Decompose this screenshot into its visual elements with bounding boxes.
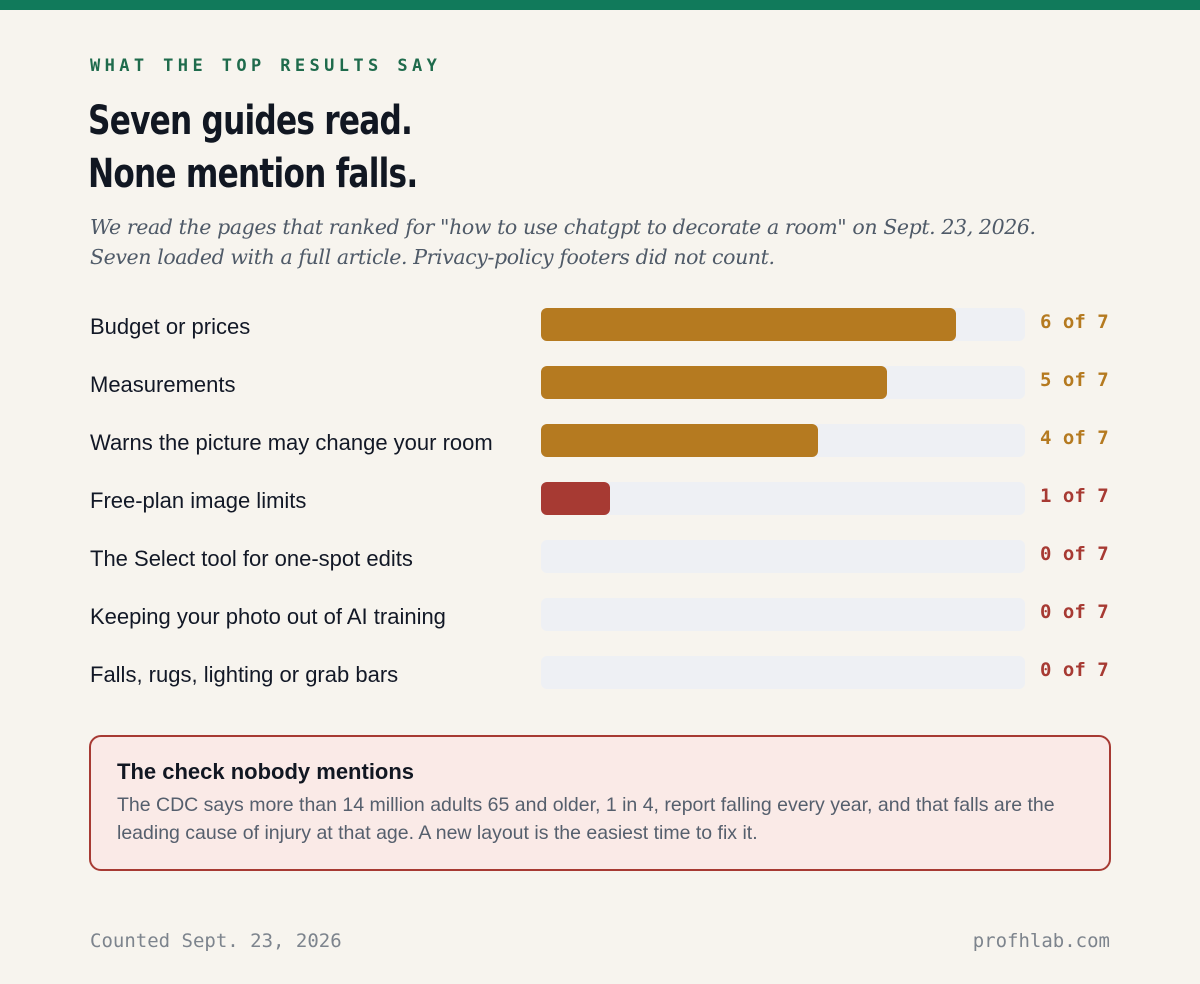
bar-row: Falls, rugs, lighting or grab bars 0 of 7: [0, 656, 1200, 696]
bar-fill: [541, 424, 818, 457]
footer-site: profhlab.com: [972, 930, 1110, 952]
bar-label: Warns the picture may change your room: [90, 430, 493, 455]
bar-row: Budget or prices 6 of 7: [0, 308, 1200, 348]
bar-row: The Select tool for one-spot edits 0 of 7: [0, 540, 1200, 580]
bar-row: Measurements 5 of 7: [0, 366, 1200, 406]
bar-value-label: 4 of 7: [1040, 427, 1109, 449]
headline-line-1: Seven guides read.: [88, 98, 413, 144]
bar-track: [541, 424, 1025, 457]
bar-value-label: 6 of 7: [1040, 311, 1109, 333]
bar-label: The Select tool for one-spot edits: [90, 546, 413, 571]
bar-track: [541, 598, 1025, 631]
bar-label: Falls, rugs, lighting or grab bars: [90, 662, 399, 687]
bar-label: Measurements: [90, 372, 236, 397]
bar-fill: [541, 308, 956, 341]
dek: We read the pages that ranked for "how t…: [90, 215, 1036, 269]
callout-title: The check nobody mentions: [117, 759, 415, 784]
bar-row: Warns the picture may change your room 4 …: [0, 424, 1200, 464]
bar-chart: Budget or prices 6 of 7 Measurements 5 of 7…: [0, 308, 1200, 696]
bar-track: [541, 308, 1025, 341]
bar-label: Budget or prices: [90, 314, 251, 339]
headline: Seven guides read. None mention falls.: [88, 95, 418, 201]
bar-label: Free-plan image limits: [90, 488, 307, 513]
bar-track: [541, 366, 1025, 399]
bar-value-label: 0 of 7: [1040, 543, 1109, 565]
kicker: WHAT THE TOP RESULTS SAY: [90, 56, 442, 76]
bar-value-label: 1 of 7: [1040, 485, 1109, 507]
headline-line-2: None mention falls.: [88, 151, 418, 197]
top-accent-bar: [0, 0, 1200, 10]
footer-date: Counted Sept. 23, 2026: [90, 930, 342, 952]
bar-label: Keeping your photo out of AI training: [90, 604, 446, 629]
bar-track: [541, 540, 1025, 573]
callout-body: The CDC says more than 14 million adults…: [117, 794, 1055, 844]
bar-fill: [541, 482, 610, 515]
bar-value-label: 0 of 7: [1040, 601, 1109, 623]
bar-row: Keeping your photo out of AI training 0 o…: [0, 598, 1200, 638]
callout-box: The check nobody mentions The CDC says m…: [89, 735, 1111, 871]
bar-value-label: 0 of 7: [1040, 659, 1109, 681]
bar-track: [541, 656, 1025, 689]
bar-value-label: 5 of 7: [1040, 369, 1109, 391]
bar-track: [541, 482, 1025, 515]
bar-fill: [541, 366, 887, 399]
bar-row: Free-plan image limits 1 of 7: [0, 482, 1200, 522]
